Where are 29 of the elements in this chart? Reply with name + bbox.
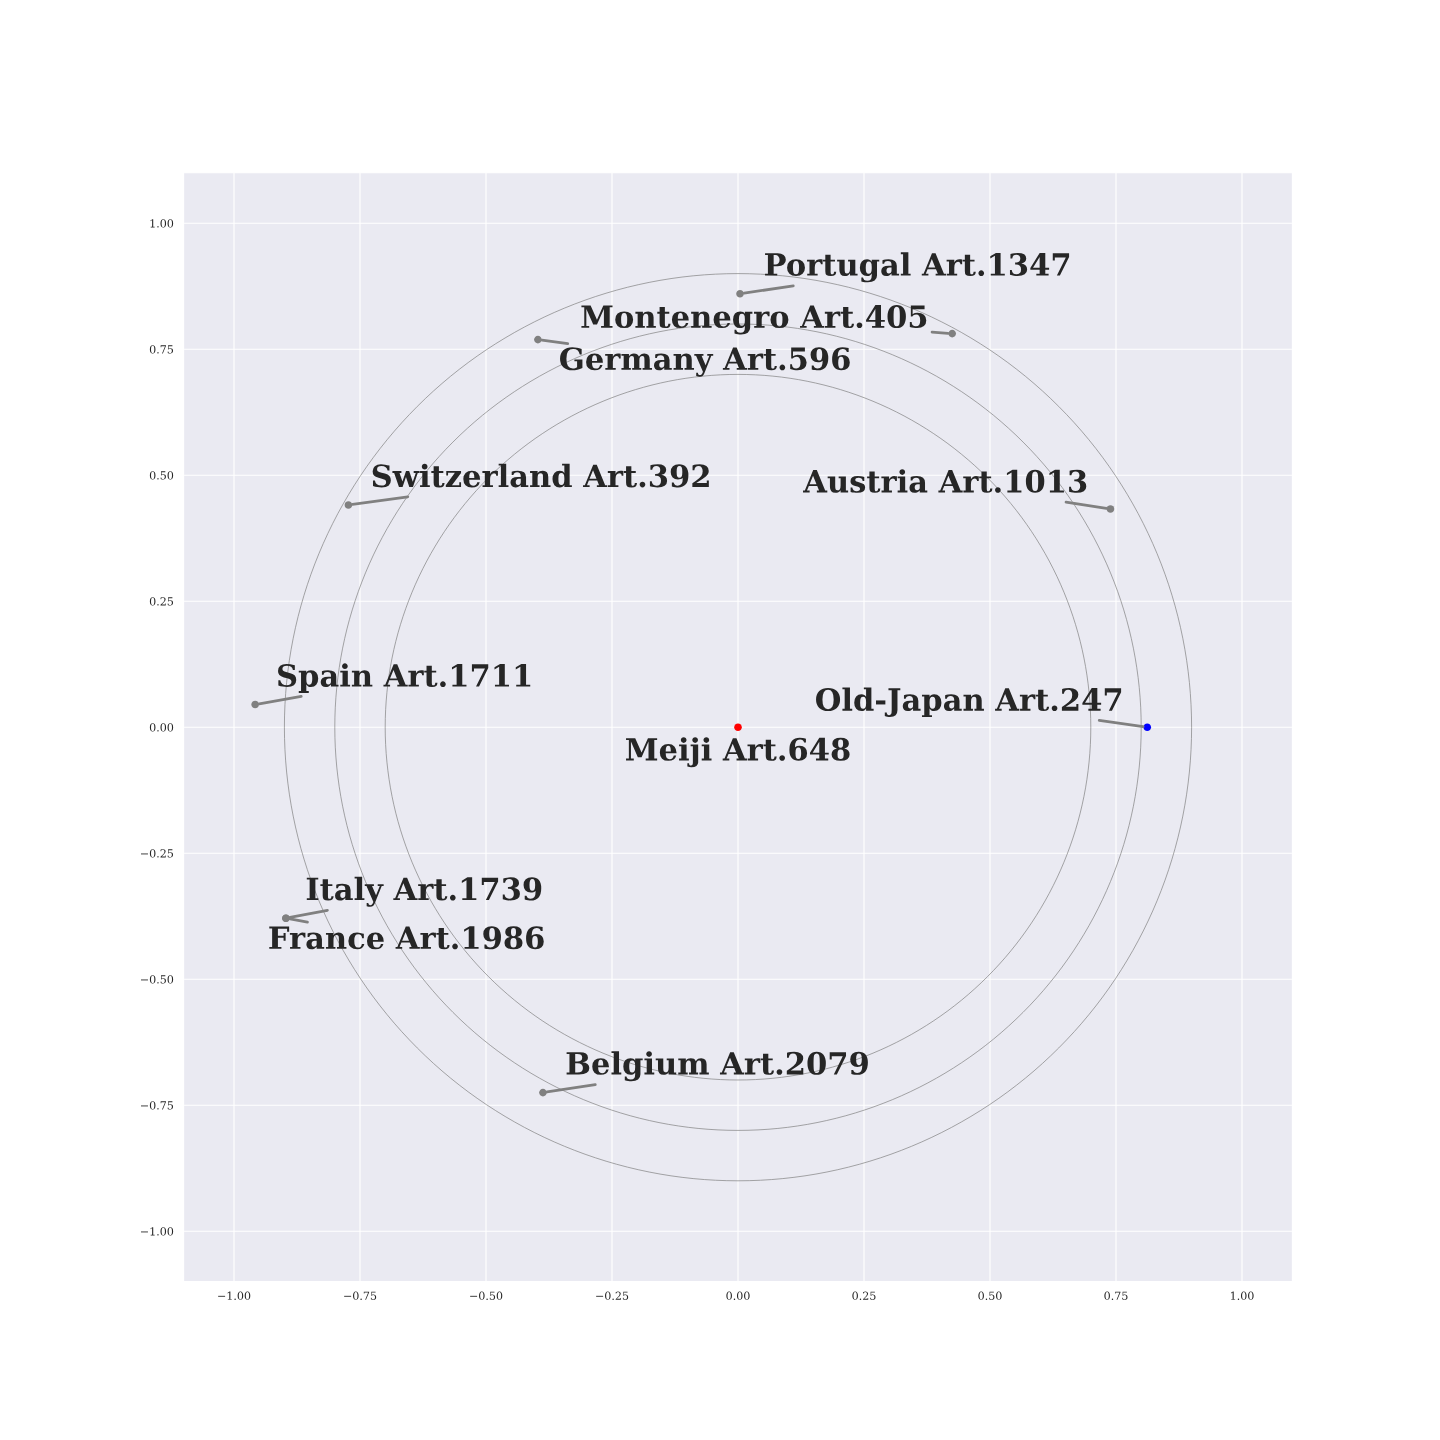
y-tick-label: −0.75 [141, 1101, 174, 1110]
x-tick-label: −1.00 [218, 1291, 251, 1300]
y-tick-label: −0.50 [141, 975, 174, 984]
annotation: Meiji Art.648 [626, 737, 850, 768]
annotation: Belgium Art.2079 [566, 1051, 868, 1082]
y-tick-label: 0.75 [149, 345, 174, 354]
y-tick-label: 0.50 [149, 471, 174, 480]
y-tick-label: −0.25 [141, 849, 174, 858]
y-tick-label: 1.00 [150, 219, 174, 228]
x-tick-label: −0.75 [344, 1291, 377, 1300]
y-tick-label: 0.25 [149, 597, 174, 606]
annotation: Germany Art.596 [560, 347, 850, 377]
y-tick-label: −1.00 [141, 1227, 174, 1236]
x-tick-label: 0.00 [726, 1291, 750, 1300]
x-tick-label: 0.75 [1104, 1291, 1128, 1300]
x-tick-label: 1.00 [1230, 1291, 1254, 1300]
annotation: Spain Art.1711 [278, 663, 531, 693]
annotation: France Art.1986 [269, 926, 544, 950]
x-tick-label: 0.50 [978, 1291, 1002, 1300]
annotation: Old-Japan Art.247 [816, 687, 1122, 717]
y-tick-label: 0.00 [149, 723, 174, 732]
annotation: Austria Art.1013 [803, 469, 1087, 493]
annotation: Switzerland Art.392 [372, 463, 709, 488]
annotation: Portugal Art.1347 [765, 252, 1070, 283]
x-tick-label: −0.25 [596, 1291, 629, 1300]
x-tick-label: −0.50 [470, 1291, 503, 1300]
annotation: Italy Art.1739 [306, 876, 542, 907]
x-tick-label: 0.25 [852, 1291, 876, 1300]
annotation: Montenegro Art.405 [581, 305, 927, 335]
